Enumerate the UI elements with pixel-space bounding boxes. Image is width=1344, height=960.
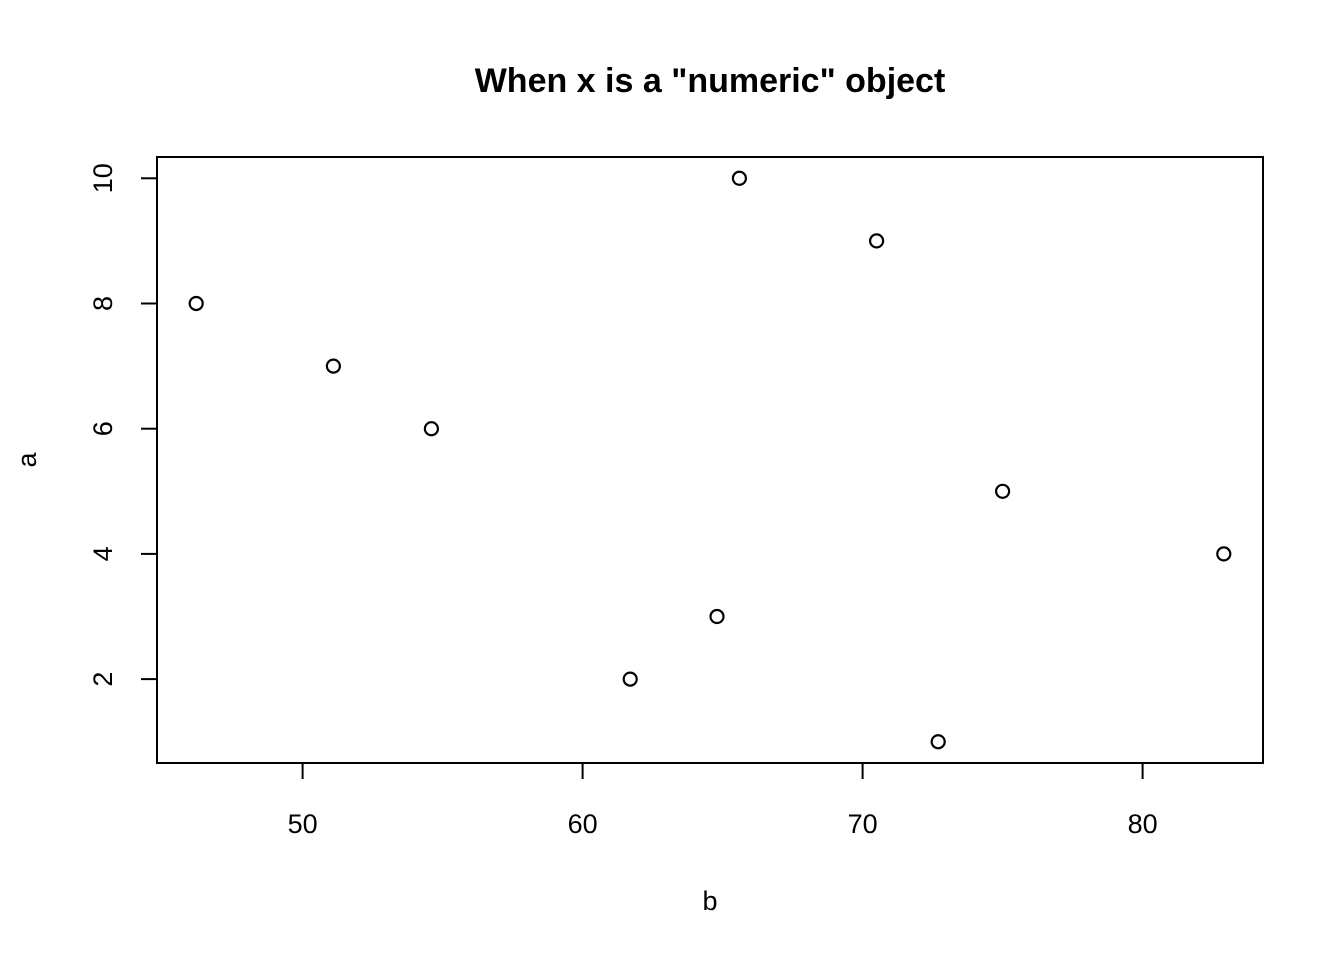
data-point [188,295,204,312]
data-point [731,170,748,186]
y-axis-label: a [12,452,42,468]
x-tick-label: 80 [1128,809,1158,839]
y-tick-label: 8 [88,296,118,311]
x-tick-label: 50 [288,809,318,839]
x-tick-label: 60 [568,809,598,839]
x-tick-label: 70 [848,809,878,839]
y-tick-label: 10 [88,163,118,193]
y-tick-label: 4 [88,546,118,561]
data-point [709,608,725,625]
y-tick-label: 2 [88,672,118,687]
data-point [622,671,638,687]
data-points [188,170,1232,750]
x-axis-label: b [702,886,717,916]
data-point [423,421,439,437]
y-tick-label: 6 [88,421,118,436]
x-axis: 50 60 70 80 [288,762,1158,839]
data-point [325,358,341,374]
y-axis: 2 4 6 8 10 [88,163,158,687]
data-point [994,483,1011,499]
data-point [1216,546,1232,562]
data-point [930,734,946,750]
plot-frame [156,156,1264,764]
data-point [868,233,885,249]
chart-title: When x is a "numeric" object [475,62,946,100]
